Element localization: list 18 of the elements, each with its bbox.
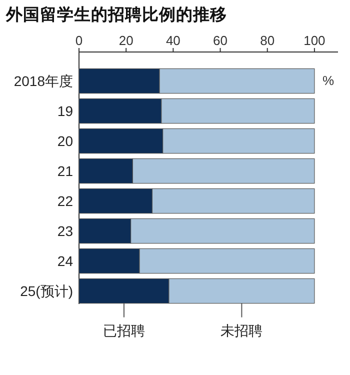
y-tick-label: 21 [57, 163, 74, 179]
x-tick-label: 40 [166, 33, 180, 48]
x-tick-label: 60 [213, 33, 228, 48]
legend-label: 已招聘 [102, 322, 145, 338]
y-tick-label: 20 [57, 133, 74, 149]
annotation: % [322, 73, 334, 88]
x-tick-label: 0 [75, 33, 83, 48]
y-tick-label: 24 [57, 253, 74, 269]
y-tick-label: 23 [57, 223, 74, 239]
y-tick-label: 2018年度 [14, 73, 73, 89]
y-tick-label: 19 [57, 103, 74, 119]
y-tick-label: 25(预计) [20, 283, 73, 299]
legend-label: 未招聘 [220, 322, 263, 338]
x-tick-label: 80 [260, 33, 275, 48]
y-tick-label: 22 [57, 193, 74, 209]
x-tick-label: 20 [118, 33, 134, 48]
x-tick-label: 100 [304, 33, 326, 48]
chart-title: 外国留学生的招聘比例的推移 [5, 5, 227, 24]
